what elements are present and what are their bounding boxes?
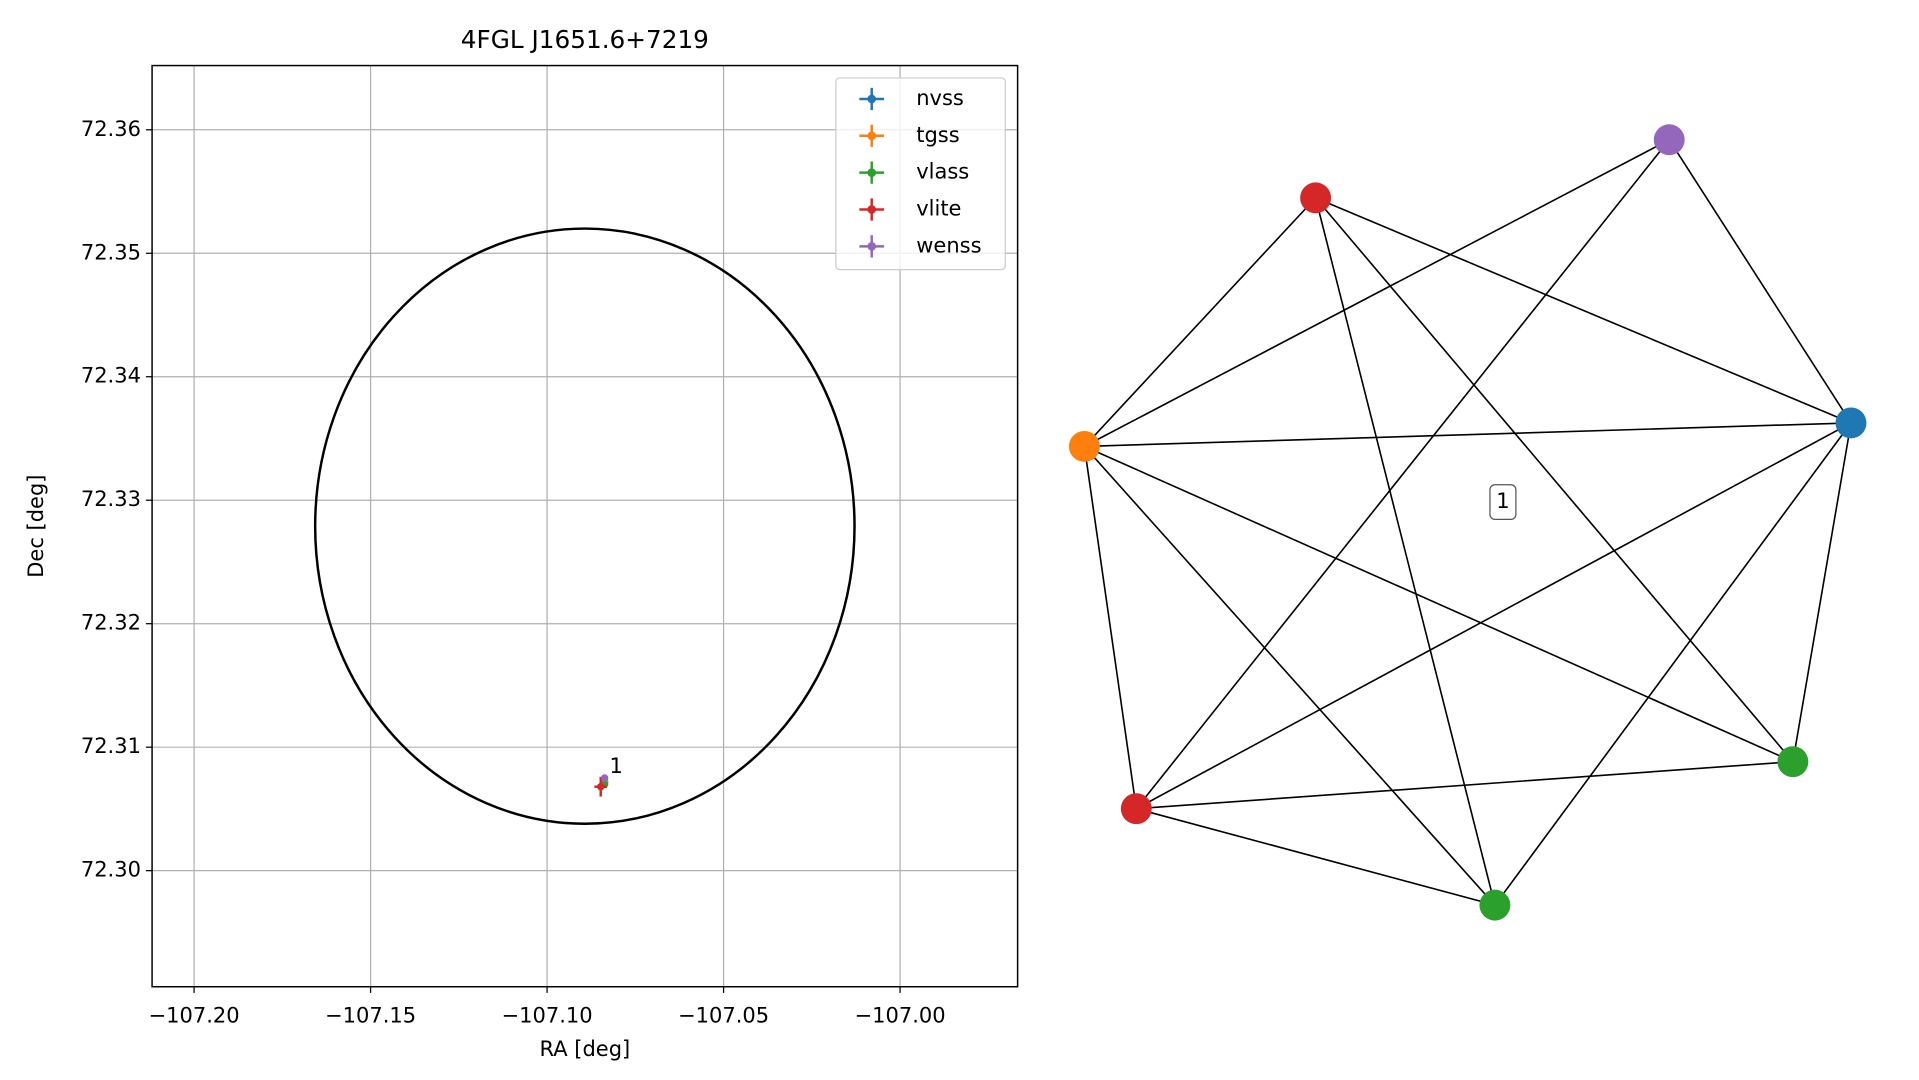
legend-swatch (867, 205, 877, 214)
legend-label: tgss (916, 122, 959, 147)
x-tick-label: −107.20 (149, 1002, 240, 1027)
x-axis-label: RA [deg] (539, 1036, 630, 1061)
edge (1084, 422, 1852, 448)
y-tick-label: 72.33 (81, 486, 141, 511)
edge (1136, 760, 1793, 810)
scatter-panel: −107.20 −107.15 −107.10 −107.05 −107.00 72.30… (23, 25, 1019, 1061)
edge (1792, 422, 1852, 762)
x-tick-label: −107.10 (502, 1002, 593, 1027)
node (1479, 889, 1511, 921)
node (1777, 746, 1809, 778)
edge (1083, 446, 1138, 809)
edge (1314, 197, 1496, 906)
graph-label: 1 (1496, 488, 1509, 513)
y-axis-label: Dec [deg] (23, 475, 48, 578)
edge (1083, 197, 1317, 447)
legend-swatch (867, 242, 877, 251)
x-tick-label: −107.05 (678, 1002, 769, 1027)
annotation: 1 (610, 753, 623, 778)
edge (1135, 422, 1852, 810)
y-tick-label: 72.30 (81, 857, 141, 882)
legend-box (835, 77, 1006, 271)
legend-label: vlite (916, 195, 961, 220)
legend-swatch (867, 168, 877, 177)
node (1300, 182, 1332, 214)
point (597, 782, 605, 791)
node (1068, 430, 1100, 462)
y-tick-label: 72.34 (81, 363, 141, 388)
edge (1314, 197, 1794, 763)
x-tick-label: −107.00 (855, 1002, 946, 1027)
legend-label: vlass (916, 159, 969, 184)
edge (1136, 807, 1496, 906)
legend-swatch (867, 131, 877, 141)
legend-label: wenss (916, 232, 981, 257)
node (1835, 407, 1867, 439)
point (600, 774, 609, 782)
label-box (1489, 484, 1517, 520)
y-tick-label: 72.35 (81, 239, 141, 264)
x-tick-label: −107.15 (325, 1002, 416, 1027)
edge (1494, 422, 1852, 906)
y-tick-label: 72.32 (81, 610, 141, 635)
y-tick-label: 72.31 (81, 733, 141, 758)
edge (1668, 139, 1852, 424)
y-tick-label: 72.36 (81, 116, 141, 141)
edge (1084, 139, 1670, 448)
network-panel: 1 (1068, 124, 1867, 921)
edge (1084, 445, 1794, 763)
axes-frame (151, 64, 1019, 988)
edge (1083, 445, 1496, 906)
chart-title: 4FGL J1651.6+7219 (461, 25, 709, 54)
node (1120, 793, 1152, 825)
edge (1315, 197, 1852, 424)
edge (1135, 139, 1670, 810)
legend-label: nvss (916, 85, 964, 110)
legend-swatch (867, 94, 877, 104)
node (1653, 124, 1685, 156)
error-region (313, 227, 856, 825)
